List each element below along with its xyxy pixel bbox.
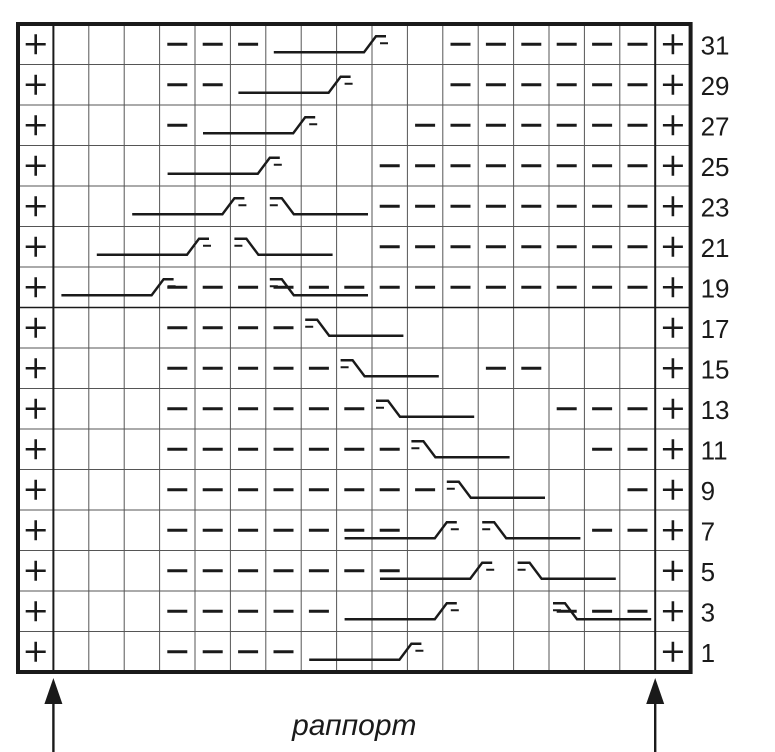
cable-left-symbol [203,116,316,135]
cable-left-symbol [309,642,422,661]
row-number-label: 15 [701,354,730,384]
cable-right-symbol [269,197,368,216]
cable-left-symbol [380,561,493,580]
cable-right-symbol [305,318,404,337]
chart-cables [61,35,652,661]
cable-right-symbol [269,278,368,297]
cable-right-symbol [411,440,510,459]
repeat-arrows [44,678,665,752]
row-number-label: 17 [701,314,730,344]
row-number-label: 31 [701,30,730,60]
cable-right-symbol [446,480,545,499]
chart-symbols [25,34,683,662]
cable-left-symbol [61,278,174,297]
row-number-label: 13 [701,395,730,425]
cable-right-symbol [234,237,333,256]
chart-frame [16,22,693,674]
cable-right-symbol [340,359,439,378]
cable-right-symbol [482,521,581,540]
repeat-caption: раппорт [291,709,416,742]
cable-left-symbol [238,75,351,94]
row-number-label: 29 [701,71,730,101]
cable-right-symbol [376,399,475,418]
row-number-label: 11 [701,435,728,465]
repeat-arrow-head [44,678,63,704]
row-number-label: 21 [701,233,730,263]
row-number-label: 9 [701,476,715,506]
row-number-label: 5 [701,557,715,587]
row-number-label: 25 [701,152,730,182]
row-number-label: 1 [701,638,715,668]
chart-gridlines [18,24,691,672]
cable-left-symbol [167,156,280,175]
row-number-label: 19 [701,273,730,303]
cable-left-symbol [344,602,457,621]
row-number-label: 7 [701,516,715,546]
cable-right-symbol [517,561,616,580]
cable-left-symbol [96,237,209,256]
row-number-label: 23 [701,192,730,222]
row-number-label: 27 [701,111,730,141]
cable-left-symbol [344,521,457,540]
cable-left-symbol [132,197,245,216]
row-number-label: 3 [701,597,715,627]
cable-right-symbol [553,602,652,621]
repeat-arrow-head [646,678,665,704]
cable-left-symbol [273,35,386,54]
